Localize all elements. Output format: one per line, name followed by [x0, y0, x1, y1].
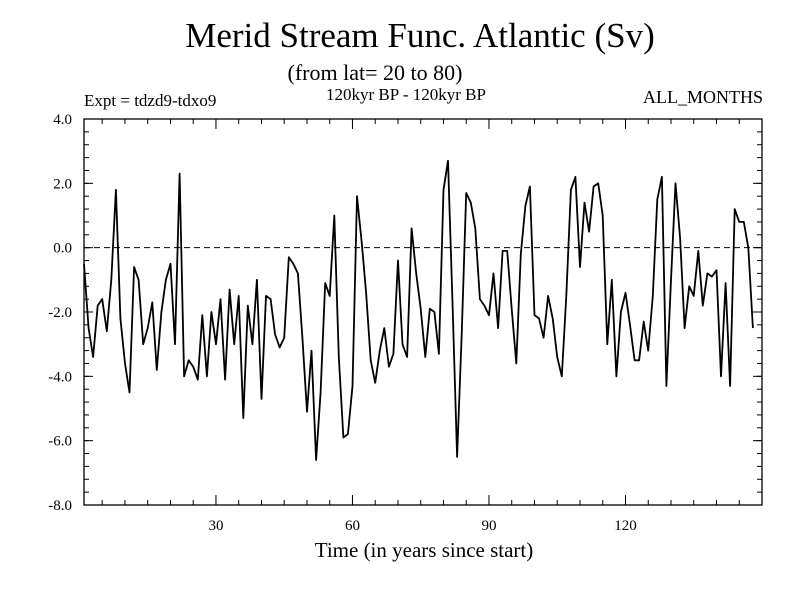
plot-frame [83, 118, 763, 506]
tick-labels: -8.0 -6.0 -4.0 -2.0 0.0 2.0 4.0 30 60 90 120 [48, 112, 636, 534]
y-tick-label: -6.0 [48, 434, 72, 450]
axis-ticks [84, 118, 763, 506]
y-tick-label: 2.0 [53, 176, 72, 192]
period-label: 120kyr BP - 120kyr BP [326, 85, 486, 104]
series-line [83, 159, 754, 461]
x-tick-label: 60 [345, 518, 360, 534]
experiment-label: Expt = tdzd9-tdxo9 [84, 91, 217, 110]
months-label: ALL_MONTHS [643, 87, 763, 107]
chart-subtitle: (from lat= 20 to 80) [287, 60, 463, 85]
x-axis-label: Time (in years since start) [314, 538, 534, 562]
y-tick-label: -4.0 [48, 369, 72, 385]
y-tick-label: -8.0 [48, 498, 72, 514]
x-tick-label: 30 [208, 518, 223, 534]
x-tick-label: 120 [614, 518, 637, 534]
x-tick-label: 90 [481, 518, 496, 534]
y-tick-label: -2.0 [48, 305, 72, 321]
y-tick-label: 4.0 [53, 112, 72, 128]
y-tick-label: 0.0 [53, 241, 72, 257]
chart-title: Merid Stream Func. Atlantic (Sv) [185, 16, 655, 55]
